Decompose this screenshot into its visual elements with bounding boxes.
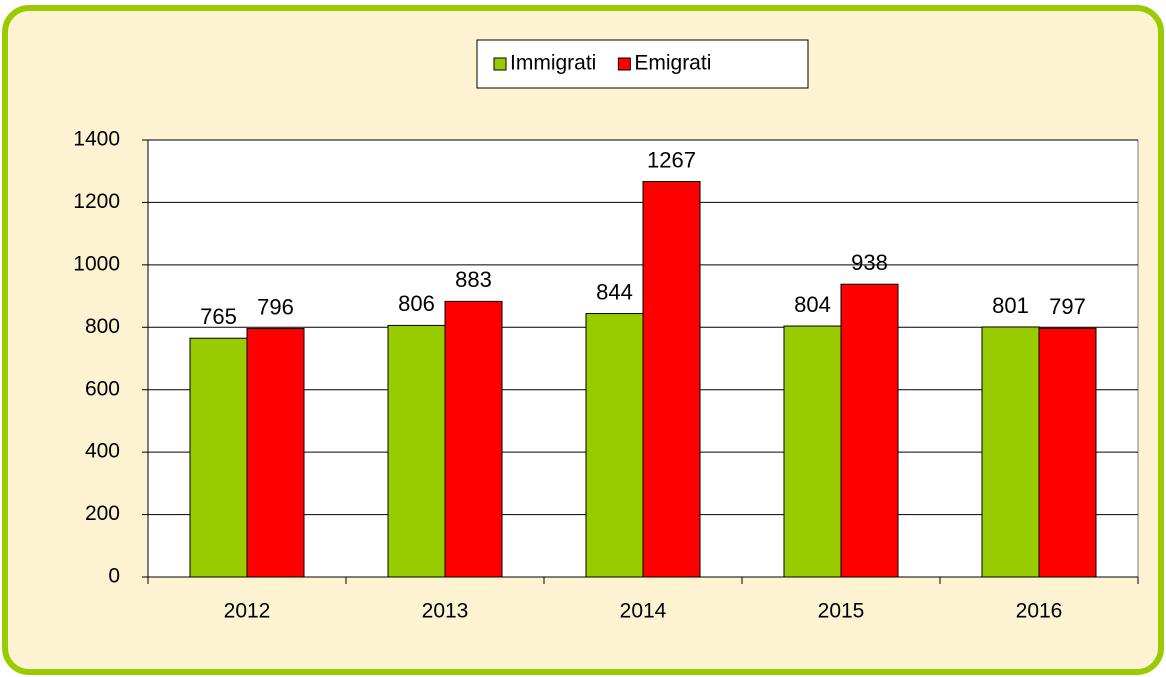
bar [840, 283, 899, 578]
value-label: 938 [851, 250, 888, 275]
legend-swatch [493, 57, 507, 71]
bar [1038, 327, 1097, 578]
legend-swatch [617, 57, 631, 71]
bar [189, 337, 248, 578]
y-tick-label: 1400 [73, 128, 120, 151]
y-tick-label: 200 [85, 502, 120, 525]
y-tick-label: 400 [85, 440, 120, 463]
bar [246, 328, 305, 578]
legend-label: Emigrati [634, 52, 711, 75]
x-tick-label: 2013 [422, 600, 469, 623]
y-tick-label: 1000 [73, 252, 120, 275]
bar [642, 181, 701, 578]
value-label: 797 [1049, 294, 1086, 319]
value-label: 1267 [647, 147, 696, 172]
x-tick-label: 2014 [620, 600, 667, 623]
bar [783, 325, 842, 578]
x-tick-label: 2012 [224, 600, 271, 623]
value-label: 765 [200, 304, 237, 329]
value-label: 796 [257, 294, 294, 319]
bar [387, 324, 446, 578]
bar [585, 313, 644, 578]
bar [444, 300, 503, 578]
y-tick-label: 0 [108, 565, 120, 588]
legend [476, 39, 809, 89]
value-label: 801 [992, 293, 1029, 318]
bar [981, 326, 1040, 578]
x-tick-label: 2015 [818, 600, 865, 623]
y-tick-label: 1200 [73, 190, 120, 213]
value-label: 804 [794, 292, 831, 317]
legend-label: Immigrati [510, 52, 596, 75]
value-label: 844 [596, 279, 633, 304]
x-tick-label: 2016 [1016, 600, 1063, 623]
y-tick-label: 800 [85, 315, 120, 338]
value-label: 806 [398, 291, 435, 316]
value-label: 883 [455, 267, 492, 292]
y-tick-label: 600 [85, 377, 120, 400]
